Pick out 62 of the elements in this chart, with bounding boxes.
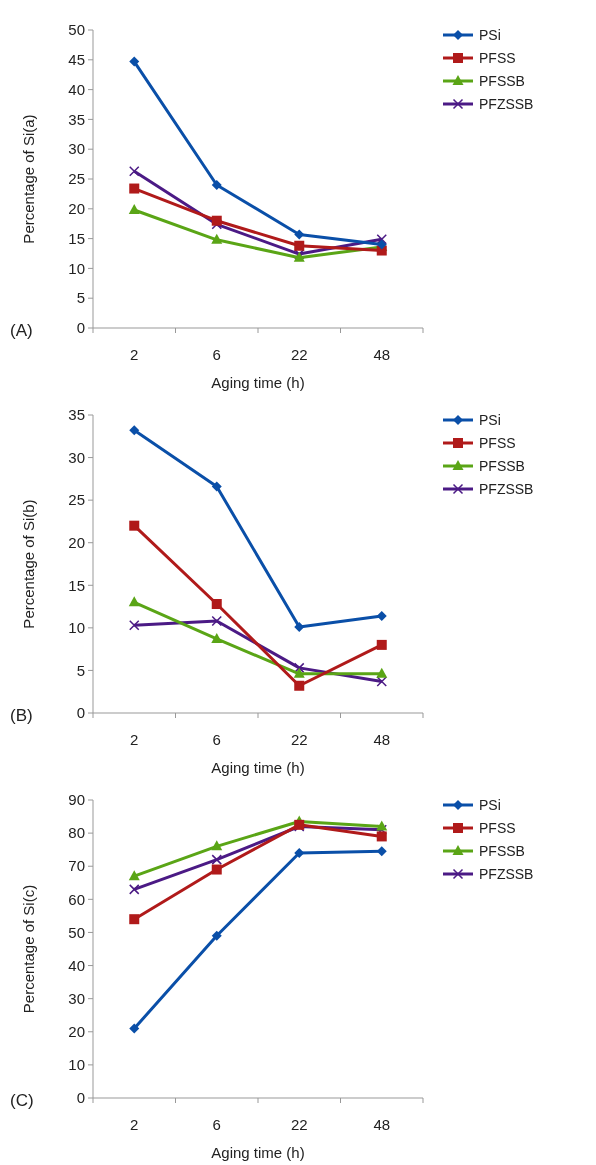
y-tick-label: 35 xyxy=(68,406,85,424)
y-tick-label: 30 xyxy=(68,448,85,466)
legend-label: PSi xyxy=(479,796,501,813)
y-tick-label: 15 xyxy=(68,229,85,247)
y-tick-label: 50 xyxy=(68,21,85,39)
y-tick-label: 25 xyxy=(68,491,85,509)
y-tick-label: 5 xyxy=(76,289,85,307)
x-tick-label: 48 xyxy=(373,731,391,748)
y-tick-label: 25 xyxy=(68,170,85,188)
text: (A) xyxy=(10,321,33,340)
x-tick-label: 48 xyxy=(373,1116,391,1133)
x-axis-title: Aging time (h) xyxy=(211,1144,305,1161)
x-tick-label: 48 xyxy=(373,346,391,363)
y-tick-label: 30 xyxy=(68,140,85,158)
legend-label: PFSSB xyxy=(479,72,525,89)
y-tick-label: 70 xyxy=(68,857,85,875)
legend-label: PFSS xyxy=(479,434,516,451)
y-tick-label: 80 xyxy=(68,824,85,842)
x-tick-label: 6 xyxy=(212,731,221,748)
y-axis-title: Percentage of Si(a) xyxy=(20,114,37,244)
y-tick-label: 40 xyxy=(68,956,85,974)
y-tick-label: 20 xyxy=(68,1023,85,1041)
y-tick-label: 40 xyxy=(68,80,85,98)
y-axis-title: Percentage of Si(b) xyxy=(20,499,37,629)
y-tick-label: 10 xyxy=(68,259,85,277)
x-tick-label: 22 xyxy=(290,346,308,363)
y-tick-label: 60 xyxy=(68,890,85,908)
y-tick-label: 0 xyxy=(76,319,85,337)
y-tick-label: 15 xyxy=(68,576,85,594)
text: (B) xyxy=(10,706,33,725)
legend-label: PFZSSB xyxy=(479,95,534,112)
x-axis-title: Aging time (h) xyxy=(211,759,305,776)
legend-label: PFZSSB xyxy=(479,480,534,497)
y-tick-label: 0 xyxy=(76,1089,85,1107)
legend-label: PFSSB xyxy=(479,457,525,474)
legend-label: PSi xyxy=(479,26,501,43)
legend-label: PSi xyxy=(479,411,501,428)
y-tick-label: 20 xyxy=(68,200,85,218)
y-tick-label: 10 xyxy=(68,1056,85,1074)
y-axis-title: Percentage of Si(c) xyxy=(20,884,37,1014)
x-tick-label: 2 xyxy=(130,731,139,748)
y-tick-label: 50 xyxy=(68,923,85,941)
y-tick-label: 5 xyxy=(76,661,85,679)
x-tick-label: 2 xyxy=(130,1116,139,1133)
legend-label: PFSS xyxy=(479,819,516,836)
y-tick-label: 20 xyxy=(68,533,85,551)
y-tick-label: 90 xyxy=(68,791,85,809)
legend-label: PFZSSB xyxy=(479,865,534,882)
text: (C) xyxy=(10,1091,34,1110)
y-tick-label: 10 xyxy=(68,619,85,637)
x-tick-label: 6 xyxy=(212,1116,221,1133)
y-tick-label: 45 xyxy=(68,51,85,69)
legend-label: PFSS xyxy=(479,49,516,66)
x-tick-label: 22 xyxy=(290,731,308,748)
y-tick-label: 35 xyxy=(68,110,85,128)
x-tick-label: 6 xyxy=(212,346,221,363)
legend-label: PFSSB xyxy=(479,842,525,859)
x-tick-label: 22 xyxy=(290,1116,308,1133)
x-tick-label: 2 xyxy=(130,346,139,363)
x-axis-title: Aging time (h) xyxy=(211,374,305,391)
y-tick-label: 0 xyxy=(76,704,85,722)
y-tick-label: 30 xyxy=(68,989,85,1007)
